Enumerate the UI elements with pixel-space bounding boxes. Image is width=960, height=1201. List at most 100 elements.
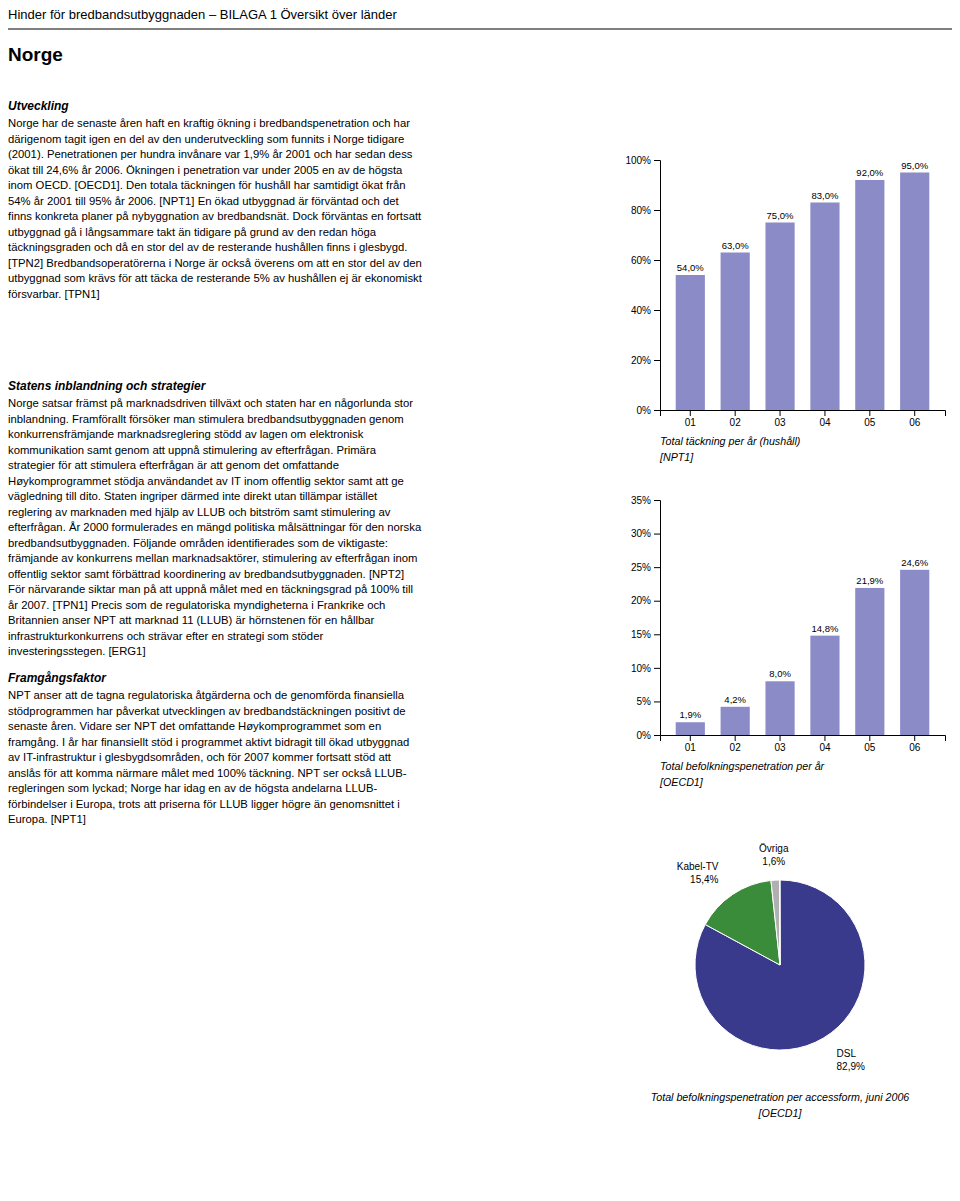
page: Hinder för bredbandsutbyggnaden – BILAGA… bbox=[0, 0, 960, 1201]
slice-label: Övriga bbox=[759, 843, 789, 854]
bar bbox=[810, 203, 839, 411]
bars bbox=[676, 570, 930, 735]
body-line: av IT-infrastruktur i glesbygdsområden, … bbox=[8, 751, 392, 763]
tick-label: 20% bbox=[631, 595, 651, 606]
body-line: framgång. I år har finansiellt stöd i pr… bbox=[8, 736, 409, 748]
bar bbox=[765, 681, 794, 735]
tick-label: 01 bbox=[685, 417, 697, 428]
body-line: Norge satsar främst på marknadsdriven ti… bbox=[8, 397, 413, 409]
bar bbox=[676, 275, 705, 410]
data-label: 1,9% bbox=[679, 709, 701, 720]
tick-label: 20% bbox=[631, 355, 651, 366]
chart-subtitle: [OECD1] bbox=[758, 1107, 803, 1119]
tick-mark bbox=[654, 360, 660, 361]
tick: 0% bbox=[637, 405, 660, 416]
body-line: finns konkreta planer på nybyggnation av… bbox=[8, 210, 422, 222]
header: Hinder för bredbandsutbyggnaden – BILAGA… bbox=[8, 7, 397, 22]
bar bbox=[855, 180, 884, 410]
tick-mark bbox=[654, 210, 660, 211]
tick: 30% bbox=[631, 528, 660, 539]
bar bbox=[855, 588, 884, 735]
tick-mark bbox=[780, 735, 781, 741]
data-labels: DSL82,9%Kabel-TV15,4%Övriga1,6% bbox=[677, 843, 865, 1072]
y-axis: 0%5%10%15%20%25%30%35% bbox=[631, 495, 661, 741]
chart-subtitle: [OECD1] bbox=[659, 776, 704, 788]
tick-label: 04 bbox=[819, 742, 831, 753]
data-label: 63,0% bbox=[722, 240, 749, 251]
data-label: 95,0% bbox=[901, 160, 928, 171]
tick-mark bbox=[824, 410, 825, 416]
tick-mark bbox=[735, 410, 736, 416]
tick-mark bbox=[654, 310, 660, 311]
tick-label: 05 bbox=[864, 417, 876, 428]
tick-label: 25% bbox=[631, 562, 651, 573]
chart-title: Total täckning per år (hushåll) bbox=[660, 435, 800, 447]
tick-mark bbox=[735, 735, 736, 741]
body-line: försvarbar. [TPN1] bbox=[8, 288, 100, 300]
body-line: efterfrågan. År 2000 formulerades en män… bbox=[8, 521, 422, 533]
tick-label: 03 bbox=[774, 742, 786, 753]
tick-mark bbox=[654, 410, 660, 411]
body-line: [TPN2] Bredbandsoperatörerna i Norge är … bbox=[8, 257, 422, 269]
body-line: regleringen som lyckad; Norge har idag e… bbox=[8, 782, 377, 794]
tick-label: 15% bbox=[631, 629, 651, 640]
tick-mark bbox=[690, 735, 691, 741]
tick-label: 80% bbox=[631, 205, 651, 216]
body-line: strategier för att stimulera efterfrågan… bbox=[8, 459, 339, 471]
tick: 10% bbox=[631, 663, 660, 674]
x-axis: 010203040506 bbox=[661, 735, 946, 753]
tick: 35% bbox=[631, 495, 660, 506]
tick: 20% bbox=[631, 355, 660, 366]
tick: 04 bbox=[819, 735, 831, 753]
bar-chart: 0%5%10%15%20%25%30%35%0102030405061,9%4,… bbox=[631, 495, 946, 753]
tick: 01 bbox=[685, 410, 697, 428]
body-line: 54% år 2001 till 95% år 2006. [NPT1] En … bbox=[8, 195, 399, 207]
data-label: 92,0% bbox=[856, 167, 883, 178]
tick-mark bbox=[824, 735, 825, 741]
tick: 06 bbox=[909, 410, 921, 428]
body-line: utbyggnad som krävs för att täcka de res… bbox=[8, 272, 423, 284]
body-line: investeringsstegen. [ERG1] bbox=[8, 645, 146, 657]
subsection-title: Statens inblandning och strategier bbox=[8, 379, 207, 393]
axis-line bbox=[661, 736, 946, 742]
subsection-title: Framgångsfaktor bbox=[8, 671, 107, 685]
tick-label: 06 bbox=[909, 742, 921, 753]
slices bbox=[695, 880, 865, 1050]
body-line: kommunikation samt genom att uppnå stimu… bbox=[8, 444, 377, 456]
slice bbox=[695, 880, 865, 1050]
tick: 03 bbox=[774, 735, 786, 753]
body-line: förbindelser i Europa, trots att prisern… bbox=[8, 798, 400, 810]
tick-label: 35% bbox=[631, 495, 651, 506]
tick-mark bbox=[780, 410, 781, 416]
body-line: stödprogrammen har påverkat utvecklingen… bbox=[8, 705, 406, 717]
tick-mark bbox=[914, 410, 915, 416]
tick: 25% bbox=[631, 562, 660, 573]
x-axis: 010203040506 bbox=[661, 410, 946, 428]
tick: 05 bbox=[864, 410, 876, 428]
data-label: 15,4% bbox=[690, 874, 718, 885]
bar bbox=[810, 636, 839, 735]
bar bbox=[900, 570, 929, 735]
tick-label: 60% bbox=[631, 255, 651, 266]
body-line: Norge har de senaste åren haft en krafti… bbox=[8, 117, 410, 129]
body-line: (2001). Penetrationen per hundra invånar… bbox=[8, 148, 413, 160]
tick: 02 bbox=[730, 410, 742, 428]
bar bbox=[765, 223, 794, 411]
tick: 60% bbox=[631, 255, 660, 266]
tick-mark bbox=[869, 410, 870, 416]
chart-title: Total befolkningspenetration per accessf… bbox=[651, 1091, 910, 1103]
bars bbox=[676, 173, 930, 411]
body-line: offentlig sektor samt förbättrad koordin… bbox=[8, 568, 404, 580]
axis-line bbox=[654, 501, 661, 736]
tick-mark bbox=[654, 260, 660, 261]
tick-mark bbox=[654, 567, 660, 568]
tick: 40% bbox=[631, 305, 660, 316]
tick-mark bbox=[690, 410, 691, 416]
body-line: vägledning till dito. Staten ingriper dä… bbox=[8, 490, 378, 502]
y-axis: 0%20%40%60%80%100% bbox=[625, 155, 660, 416]
bar bbox=[676, 722, 705, 735]
tick-label: 05 bbox=[864, 742, 876, 753]
tick-mark bbox=[654, 701, 660, 702]
data-labels: 54,0%63,0%75,0%83,0%92,0%95,0% bbox=[677, 160, 929, 274]
slice bbox=[705, 880, 780, 965]
